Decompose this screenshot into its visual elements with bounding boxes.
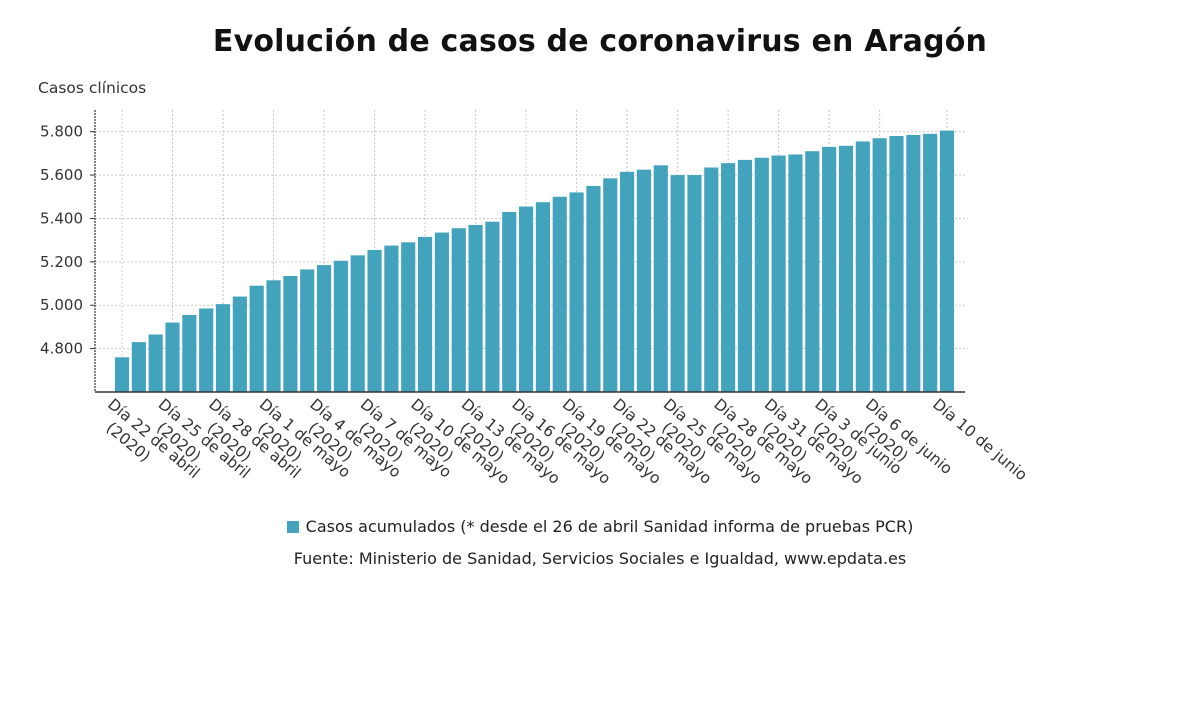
bar xyxy=(569,192,584,392)
x-tick-labels: Día 22 de abril(2020) Día 25 de abril(202… xyxy=(103,395,1031,488)
bar xyxy=(923,133,938,392)
axes xyxy=(90,110,965,393)
chart-title: Evolución de casos de coronavirus en Ara… xyxy=(212,24,988,59)
bar xyxy=(552,196,567,392)
bar xyxy=(249,285,264,392)
bar xyxy=(417,236,433,392)
bar xyxy=(788,154,803,392)
bar xyxy=(451,228,466,392)
y-tick-labels: 4.800 5.000 5.200 5.400 5.600 5.800 xyxy=(40,123,83,358)
bar xyxy=(114,357,130,392)
bar xyxy=(687,175,702,392)
bar xyxy=(215,304,231,392)
bar xyxy=(367,249,382,392)
y-tick-label: 5.800 xyxy=(40,123,83,141)
bar xyxy=(754,157,769,392)
bar xyxy=(485,221,500,392)
bar xyxy=(721,163,736,392)
bar xyxy=(906,134,921,392)
legend-label: Casos acumulados (* desde el 26 de abril… xyxy=(305,517,914,536)
bar xyxy=(838,145,854,392)
bar xyxy=(822,146,837,392)
bar xyxy=(603,178,618,392)
bar xyxy=(350,255,365,392)
y-tick-label: 5.400 xyxy=(40,209,83,227)
bar xyxy=(316,265,332,392)
bar xyxy=(401,242,416,392)
bar xyxy=(872,138,887,392)
bar xyxy=(283,275,298,392)
bar xyxy=(636,169,652,392)
bar xyxy=(300,269,315,392)
bar xyxy=(232,296,247,392)
source-note: Fuente: Ministerio de Sanidad, Servicios… xyxy=(293,549,907,568)
bar xyxy=(805,151,820,392)
bar xyxy=(653,165,668,392)
bar xyxy=(737,159,753,392)
y-axis-label: Casos clínicos xyxy=(38,79,147,97)
bar xyxy=(182,314,197,392)
bar xyxy=(502,211,517,392)
bar xyxy=(889,136,904,392)
y-tick-label: 5.200 xyxy=(40,253,83,271)
bar xyxy=(165,322,180,392)
y-tick-label: 5.000 xyxy=(40,296,83,314)
bar xyxy=(519,206,534,392)
bar xyxy=(148,334,163,392)
bars xyxy=(114,130,955,392)
bar xyxy=(131,342,146,392)
bar xyxy=(535,202,550,392)
bar xyxy=(333,260,348,392)
bar xyxy=(620,171,635,392)
bar xyxy=(670,175,685,392)
bar xyxy=(266,280,281,392)
bar xyxy=(939,130,955,392)
bar xyxy=(586,185,601,392)
bar xyxy=(434,232,449,392)
y-tick-label: 5.600 xyxy=(40,166,83,184)
legend-swatch xyxy=(286,521,299,533)
bar xyxy=(771,155,786,392)
legend: Casos acumulados (* desde el 26 de abril… xyxy=(0,517,1200,536)
bar xyxy=(199,308,214,392)
bar xyxy=(704,167,719,392)
bar xyxy=(855,141,870,392)
bar xyxy=(468,224,483,392)
y-tick-label: 4.800 xyxy=(40,340,83,358)
bar xyxy=(384,245,399,392)
